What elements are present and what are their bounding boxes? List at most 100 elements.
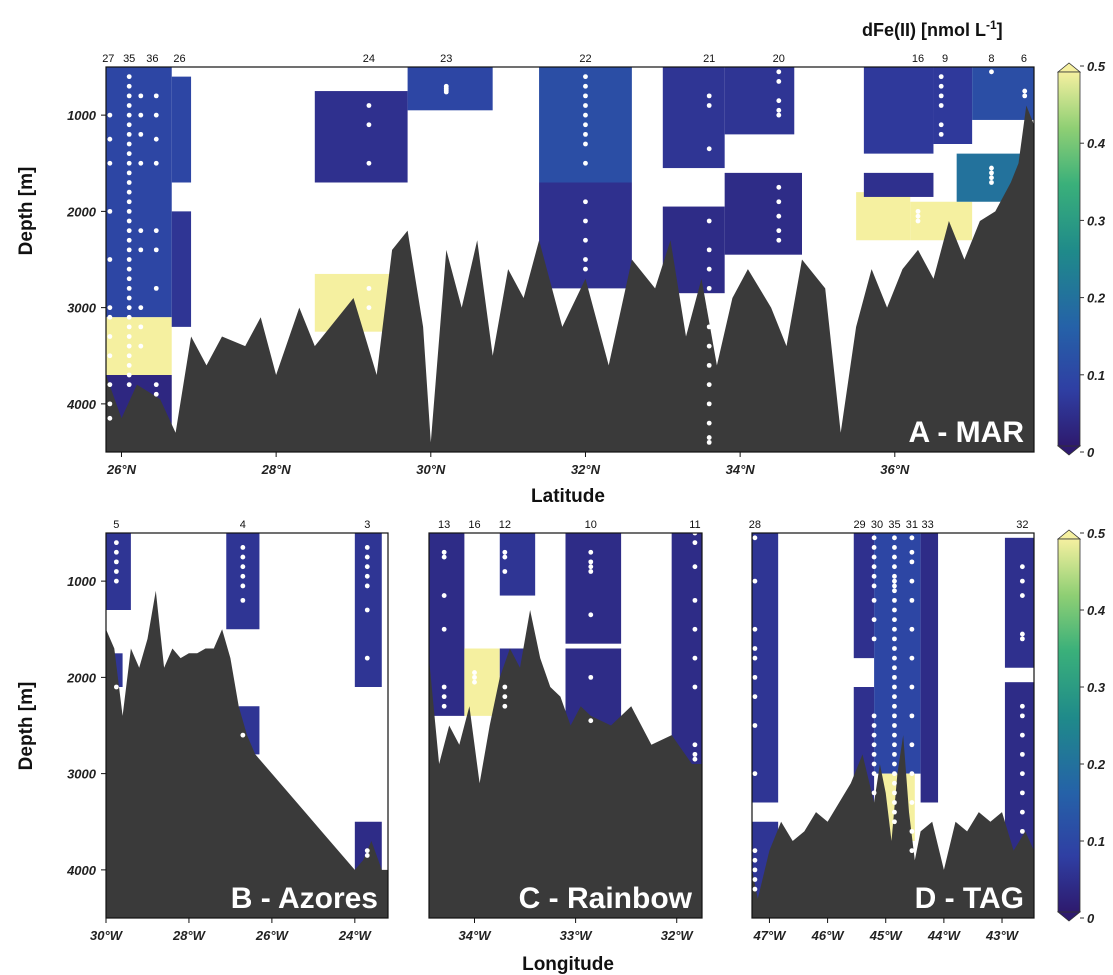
sample-point	[752, 535, 758, 541]
sample-point	[706, 324, 712, 330]
sample-point	[126, 266, 132, 272]
data-block	[972, 67, 1034, 120]
sample-point	[583, 122, 588, 128]
sample-point	[1019, 631, 1025, 637]
sample-point	[583, 93, 588, 99]
colorbar-gradient	[1057, 538, 1081, 913]
sample-point	[892, 732, 897, 738]
sample-point	[706, 382, 712, 388]
colorbar-tick-label: 0.2	[1087, 291, 1106, 306]
sample-point	[366, 305, 372, 311]
sample-point	[138, 343, 144, 349]
plot-frame	[105, 66, 1035, 453]
sample-point	[1019, 790, 1025, 796]
sample-point	[153, 228, 159, 234]
sample-point	[871, 583, 877, 589]
sample-point	[938, 103, 944, 108]
sample-point	[364, 564, 370, 570]
station-label: 3	[364, 519, 370, 531]
colorbar-tick-label: 0	[1087, 911, 1095, 926]
data-block	[920, 533, 939, 803]
y-tick-label: 4000	[66, 397, 97, 412]
sample-point	[126, 305, 132, 311]
sample-point	[1019, 732, 1025, 738]
x-tick-label: 30°N	[416, 462, 446, 477]
sample-point	[113, 549, 119, 555]
sample-point	[909, 559, 915, 565]
sample-point	[588, 569, 594, 574]
sample-point	[502, 694, 508, 700]
data-block	[724, 67, 795, 135]
sample-point	[909, 684, 915, 690]
panel-d-tag: 28 29 30 35 31 33 32 47°W 46°W 45°W 44°W 43°W D - TA…	[749, 519, 1035, 943]
sample-point	[752, 694, 758, 700]
sample-point	[126, 372, 132, 378]
y-axis-label-bottom: Depth [m]	[16, 682, 37, 771]
station-label: 20	[773, 53, 785, 65]
sample-point	[107, 353, 113, 359]
sample-point	[892, 800, 897, 805]
x-tick-label: 28°W	[172, 928, 207, 943]
sample-point	[892, 607, 897, 613]
colorbar-tick-label: 0.5	[1087, 526, 1106, 541]
sample-point	[441, 684, 447, 690]
panel-label: A - MAR	[908, 416, 1024, 449]
sample-point	[502, 569, 508, 574]
sample-point	[126, 122, 132, 128]
x-tick-label: 32°W	[661, 928, 695, 943]
sample-point	[871, 723, 877, 728]
sample-point	[126, 257, 132, 262]
data-block	[539, 182, 632, 289]
sample-point	[752, 848, 758, 854]
y-tick-label: 2000	[66, 204, 97, 219]
sample-point	[138, 228, 144, 234]
station-label: 11	[689, 519, 700, 531]
sample-point	[107, 382, 113, 388]
x-tick-label: 30°W	[90, 928, 124, 943]
sample-point	[366, 103, 372, 108]
sample-point	[107, 305, 113, 311]
station-label: 21	[703, 53, 715, 65]
sample-point	[938, 131, 944, 137]
x-tick-label: 34°N	[726, 462, 756, 477]
sample-point	[364, 554, 370, 560]
data-block	[565, 648, 622, 726]
sample-point	[892, 665, 897, 671]
sample-point	[871, 617, 877, 623]
sample-point	[364, 583, 370, 589]
colorbar-tick-label: 0.4	[1087, 136, 1106, 151]
sample-point	[1019, 636, 1025, 642]
sample-point	[871, 636, 877, 642]
sample-point	[583, 103, 588, 108]
sample-point	[892, 626, 897, 632]
sample-point	[126, 314, 132, 320]
data-block	[314, 91, 408, 183]
sample-point	[107, 112, 113, 118]
sample-point	[126, 160, 132, 166]
sample-point	[871, 573, 877, 579]
sample-point	[1022, 88, 1028, 94]
sample-point	[892, 694, 897, 700]
sample-point	[871, 545, 877, 550]
sample-point	[892, 761, 897, 767]
sample-point	[364, 545, 370, 550]
sample-point	[752, 886, 758, 892]
station-label: 24	[363, 53, 375, 65]
sample-point	[126, 189, 132, 195]
sample-point	[126, 199, 132, 205]
data-block	[752, 533, 779, 803]
x-tick-label: 44°W	[927, 928, 962, 943]
colorbar-tick-label: 0	[1087, 445, 1095, 460]
sample-point	[892, 646, 897, 651]
sample-point	[107, 136, 113, 142]
data-block	[856, 192, 911, 241]
sample-point	[240, 583, 246, 589]
x-tick-label: 43°W	[985, 928, 1020, 943]
sample-point	[706, 420, 712, 426]
sample-point	[892, 578, 897, 584]
station-label: 16	[468, 519, 480, 531]
station-label: 32	[1016, 519, 1028, 531]
panel-label: D - TAG	[915, 882, 1024, 915]
station-label: 4	[240, 519, 246, 531]
sample-point	[441, 593, 447, 598]
